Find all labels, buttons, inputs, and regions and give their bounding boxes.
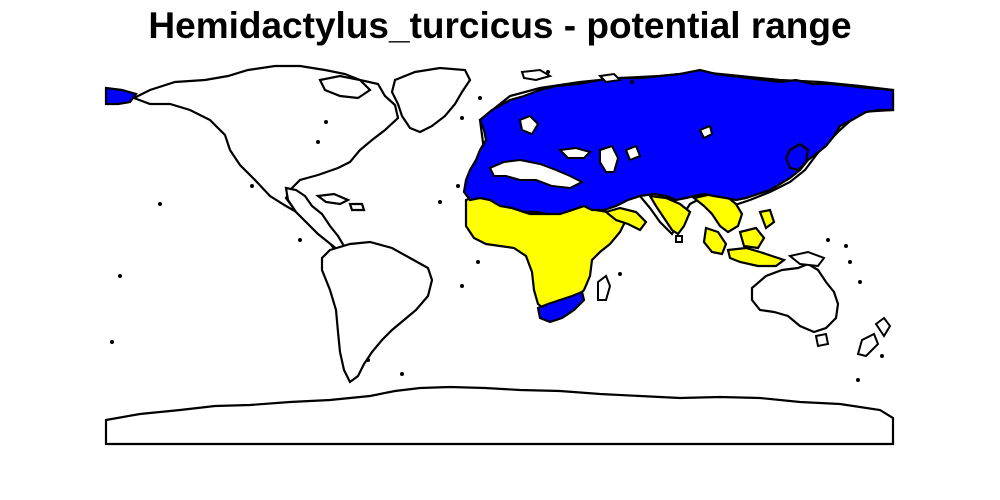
- lake-baikal: [698, 124, 714, 140]
- south-america-landmass: [320, 240, 434, 384]
- madagascar-island: [597, 274, 612, 301]
- range-malay-moderate: [702, 226, 728, 256]
- aral-sea: [624, 144, 642, 162]
- island-dot: [316, 140, 320, 144]
- range-south-africa-high: [536, 290, 586, 324]
- island-dot: [856, 378, 860, 382]
- baltic-sea: [518, 114, 540, 136]
- island-dot: [478, 96, 482, 100]
- island-dot: [324, 120, 328, 124]
- arctic-islands: [318, 74, 372, 100]
- mediterranean-sea: [488, 158, 585, 190]
- tasmania-island: [814, 332, 830, 348]
- new-zealand-south: [856, 332, 880, 358]
- range-arabia-moderate: [603, 206, 648, 232]
- island-dot: [630, 80, 634, 84]
- franz-josef-island: [597, 72, 623, 84]
- island-dot: [110, 340, 114, 344]
- island-dot: [826, 238, 830, 242]
- australia-landmass: [750, 262, 840, 334]
- range-philippines-moderate: [758, 208, 776, 230]
- hispaniola-island: [348, 202, 366, 212]
- island-dot: [546, 70, 550, 74]
- island-dot: [118, 274, 122, 278]
- map-title: Hemidactylus_turcicus - potential range: [148, 5, 852, 46]
- island-dot: [618, 272, 622, 276]
- island-dot: [158, 202, 162, 206]
- new-guinea-island: [787, 250, 826, 268]
- range-greenland-high: [104, 86, 138, 106]
- island-dot: [848, 260, 852, 264]
- black-sea: [557, 146, 592, 159]
- island-dot: [858, 280, 862, 284]
- cuba-island: [315, 192, 351, 206]
- island-dot: [250, 184, 254, 188]
- range-borneo-moderate: [738, 226, 766, 250]
- svalbard-island: [520, 68, 553, 82]
- caspian-sea: [599, 144, 620, 173]
- island-dot: [880, 354, 884, 358]
- island-dot: [844, 244, 848, 248]
- island-dot: [476, 260, 480, 264]
- range-india-moderate: [647, 194, 692, 236]
- range-indonesia-moderate: [726, 246, 787, 268]
- island-dot: [366, 358, 370, 362]
- island-dot: [460, 284, 464, 288]
- sri-lanka-island: [675, 235, 683, 243]
- range-japan-high: [784, 142, 810, 172]
- new-zealand-north: [874, 316, 892, 338]
- island-dot: [456, 184, 460, 188]
- island-dot: [400, 372, 404, 376]
- island-dot: [438, 200, 442, 204]
- antarctica-landmass: [104, 385, 895, 446]
- island-dot: [460, 116, 464, 120]
- greenland-landmass: [390, 66, 472, 134]
- island-dot: [298, 238, 302, 242]
